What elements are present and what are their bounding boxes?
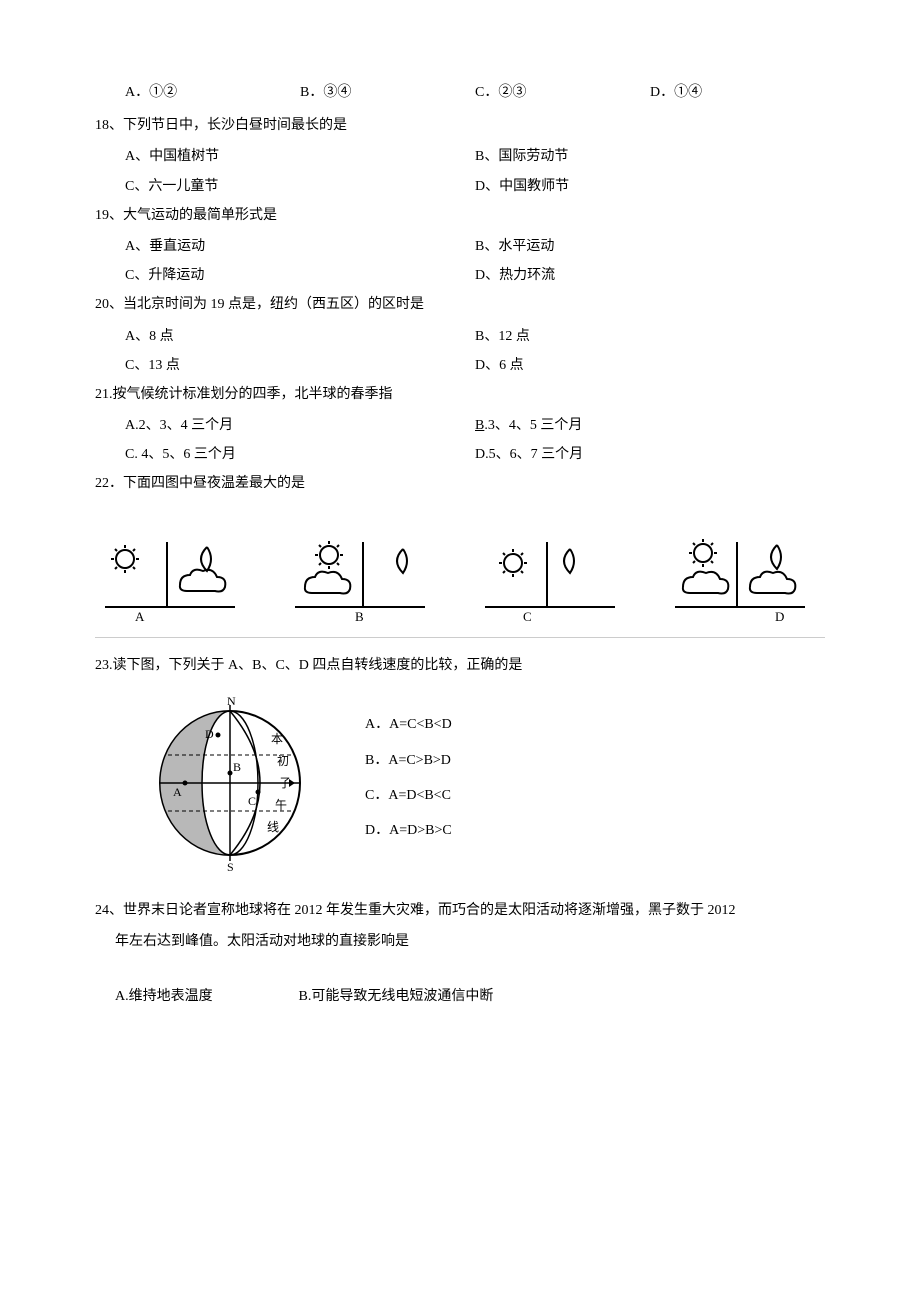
q18-opt-a: A、中国植树节 bbox=[125, 144, 475, 169]
q24-opt-a: A.维持地表温度 bbox=[115, 984, 295, 1009]
q23-opt-a: A．A=C<B<D bbox=[365, 712, 452, 737]
q21-opt-d: D.5、6、7 三个月 bbox=[475, 442, 825, 467]
q21-opt-b: B.3、4、5 三个月 bbox=[475, 413, 825, 438]
q17-opt-b: B．③④ bbox=[300, 80, 475, 105]
q17-opt-d: D．①④ bbox=[650, 80, 825, 105]
q17-opt-c: C．②③ bbox=[475, 80, 650, 105]
q23-stem: 23.读下图，下列关于 A、B、C、D 四点自转线速度的比较，正确的是 bbox=[95, 653, 825, 678]
q19-opt-b: B、水平运动 bbox=[475, 234, 825, 259]
q22-label-c: C bbox=[523, 609, 532, 622]
q19-opt-c: C、升降运动 bbox=[125, 263, 475, 288]
q23-opt-c: C．A=D<B<C bbox=[365, 783, 452, 808]
q22-label-a: A bbox=[135, 609, 145, 622]
q18-row2: C、六一儿童节 D、中国教师节 bbox=[95, 174, 825, 199]
q22-diagrams: A B bbox=[95, 507, 825, 638]
q22-label-d: D bbox=[775, 609, 784, 622]
q20-opt-a: A、8 点 bbox=[125, 324, 475, 349]
q22-diag-b: B bbox=[285, 527, 445, 622]
q24-row1: A.维持地表温度 B.可能导致无线电短波通信中断 bbox=[95, 984, 825, 1009]
weather-icon-d: D bbox=[665, 527, 815, 622]
q22-stem: 22．下面四图中昼夜温差最大的是 bbox=[95, 471, 825, 496]
q23-options: A．A=C<B<D B．A=C>B>D C．A=D<B<C D．A=D>B>C bbox=[365, 712, 452, 853]
weather-icon-a: A bbox=[95, 527, 245, 622]
q18-row1: A、中国植树节 B、国际劳动节 bbox=[95, 144, 825, 169]
spacer bbox=[95, 960, 825, 984]
q24-line1: 24、世界末日论者宣称地球将在 2012 年发生重大灾难，而巧合的是太阳活动将逐… bbox=[95, 898, 825, 923]
globe-l5: 线 bbox=[267, 820, 279, 834]
globe-l3: 子 bbox=[279, 776, 291, 790]
globe-n: N bbox=[227, 694, 236, 708]
q17-opt-a: A．①② bbox=[125, 80, 300, 105]
q18-stem: 18、下列节日中，长沙白昼时间最长的是 bbox=[95, 113, 825, 138]
globe-d: D bbox=[205, 727, 214, 741]
q18-opt-d: D、中国教师节 bbox=[475, 174, 825, 199]
weather-icon-b: B bbox=[285, 527, 435, 622]
q19-row1: A、垂直运动 B、水平运动 bbox=[95, 234, 825, 259]
q20-row1: A、8 点 B、12 点 bbox=[95, 324, 825, 349]
q21-row2: C. 4、5、6 三个月 D.5、6、7 三个月 bbox=[95, 442, 825, 467]
q22-diag-a: A bbox=[95, 527, 255, 622]
globe-l2: 初 bbox=[277, 754, 289, 768]
globe-b: B bbox=[233, 760, 241, 774]
q24-opt-b: B.可能导致无线电短波通信中断 bbox=[299, 989, 494, 1004]
q20-row2: C、13 点 D、6 点 bbox=[95, 353, 825, 378]
q20-opt-b: B、12 点 bbox=[475, 324, 825, 349]
q23-opt-d: D．A=D>B>C bbox=[365, 818, 452, 843]
globe-c: C bbox=[248, 794, 256, 808]
q23-opt-b: B．A=C>B>D bbox=[365, 748, 452, 773]
q20-opt-d: D、6 点 bbox=[475, 353, 825, 378]
globe-l1: 本 bbox=[271, 732, 283, 746]
q18-opt-b: B、国际劳动节 bbox=[475, 144, 825, 169]
q20-opt-c: C、13 点 bbox=[125, 353, 475, 378]
q23-content: N S A B C D 本 初 子 午 线 A．A=C<B<D B．A=C>B>… bbox=[145, 693, 825, 873]
q21-opt-c: C. 4、5、6 三个月 bbox=[125, 442, 475, 467]
q19-row2: C、升降运动 D、热力环流 bbox=[95, 263, 825, 288]
q24-line2: 年左右达到峰值。太阳活动对地球的直接影响是 bbox=[95, 929, 825, 954]
q20-stem: 20、当北京时间为 19 点是，纽约（西五区）的区时是 bbox=[95, 292, 825, 317]
q21-stem: 21.按气候统计标准划分的四季，北半球的春季指 bbox=[95, 382, 825, 407]
q22-label-b: B bbox=[355, 609, 364, 622]
q19-opt-d: D、热力环流 bbox=[475, 263, 825, 288]
q23-globe: N S A B C D 本 初 子 午 线 bbox=[145, 693, 325, 873]
q22-diag-d: D bbox=[665, 527, 825, 622]
globe-a: A bbox=[173, 785, 182, 799]
q21-row1: A.2、3、4 三个月 B.3、4、5 三个月 bbox=[95, 413, 825, 438]
q22-diag-c: C bbox=[475, 527, 635, 622]
weather-icon-c: C bbox=[475, 527, 625, 622]
q17-options: A．①② B．③④ C．②③ D．①④ bbox=[95, 80, 825, 105]
q19-opt-a: A、垂直运动 bbox=[125, 234, 475, 259]
globe-icon: N S A B C D 本 初 子 午 线 bbox=[145, 693, 325, 873]
q21-b-letter: B bbox=[475, 418, 484, 433]
q18-opt-c: C、六一儿童节 bbox=[125, 174, 475, 199]
globe-l4: 午 bbox=[275, 798, 287, 812]
globe-s: S bbox=[227, 860, 234, 873]
q21-opt-a: A.2、3、4 三个月 bbox=[125, 413, 475, 438]
q19-stem: 19、大气运动的最简单形式是 bbox=[95, 203, 825, 228]
q21-b-rest: .3、4、5 三个月 bbox=[484, 418, 582, 433]
